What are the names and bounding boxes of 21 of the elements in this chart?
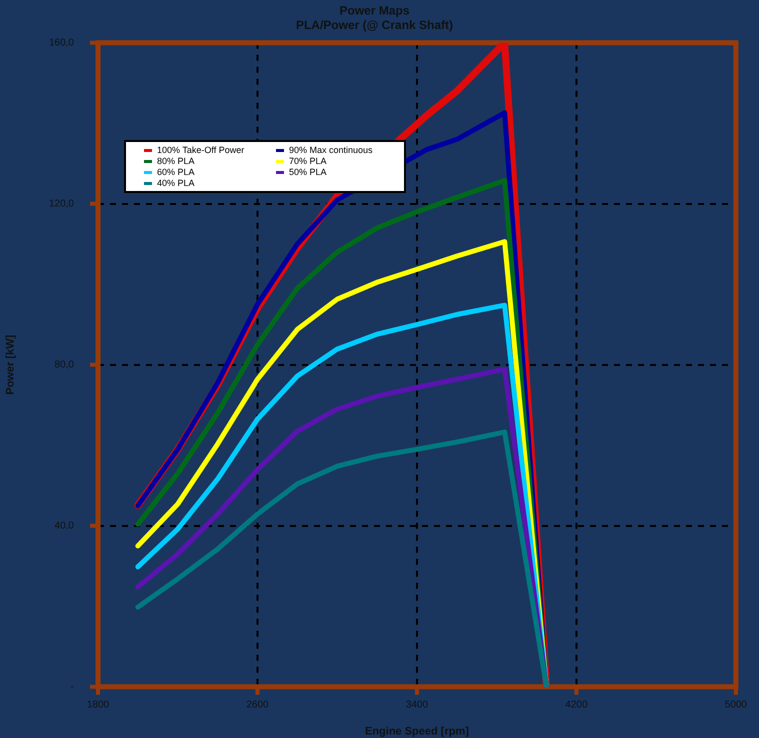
x-tick-label: 5000 [724,700,748,711]
legend-label: 80% PLA [157,156,195,166]
legend-label: 50% PLA [289,167,327,177]
legend-label: 90% Max continuous [289,145,373,155]
y-tick-label: 160,0 [48,38,74,49]
legend-label: 100% Take-Off Power [157,145,244,155]
legend-label: 60% PLA [157,167,195,177]
y-axis-title: Power [kW] [4,334,17,395]
y-tick-label: - [70,682,74,693]
y-tick-label: 80,0 [54,360,74,371]
x-axis-title: Engine Speed [rpm] [364,725,470,738]
chart-subtitle: PLA/Power (@ Crank Shaft) [296,18,454,32]
y-tick-label: 40,0 [54,520,74,532]
x-tick-label: 1800 [86,700,110,711]
x-tick-label: 3400 [406,700,428,711]
chart-title: Power Maps [339,4,410,18]
x-tick-label: 4200 [565,700,588,711]
legend-label: 70% PLA [289,156,327,166]
y-tick-label: 120,0 [48,198,74,210]
legend-label: 40% PLA [157,178,195,188]
x-tick-label: 2600 [246,700,270,711]
